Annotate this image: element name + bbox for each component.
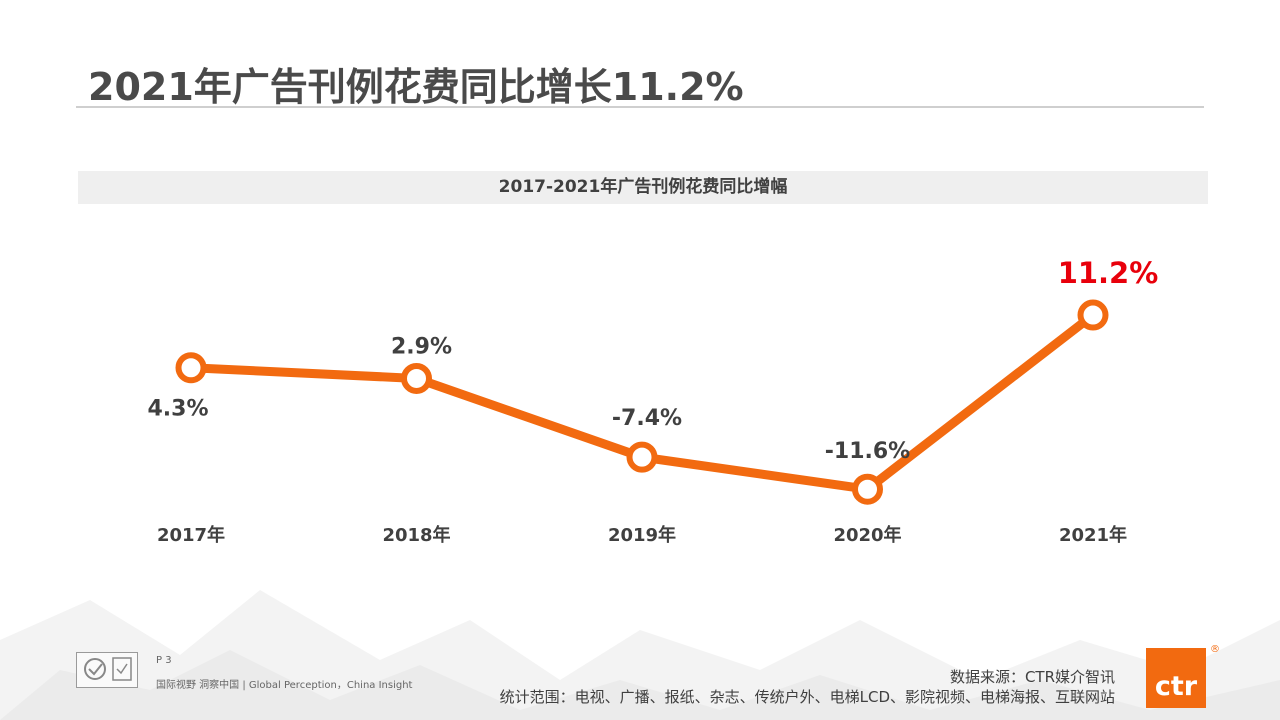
line-chart: 4.3% 2.9% -7.4% -11.6% 11.2% 2017年 2018年 2019年 2… — [147, 256, 1159, 546]
data-label: -7.4% — [612, 406, 682, 431]
background-decoration — [0, 590, 1280, 720]
data-point — [852, 473, 883, 505]
slogan: 国际视野 洞察中国 | Global Perception，China Insi… — [156, 680, 413, 691]
page-number: P 3 — [156, 655, 172, 666]
data-point — [626, 441, 658, 473]
data-point — [1077, 299, 1109, 331]
x-tick-label: 2021年 — [1059, 524, 1127, 546]
data-label: -11.6% — [825, 439, 910, 464]
data-label: 2.9% — [391, 334, 452, 359]
x-tick-label: 2017年 — [157, 524, 225, 546]
x-tick-label: 2019年 — [608, 524, 676, 546]
x-tick-label: 2020年 — [833, 524, 901, 546]
registered-mark: ® — [1210, 644, 1220, 655]
brand-text: ctr — [1154, 671, 1198, 702]
page-title: 2021年广告刊例花费同比增长11.2% — [88, 65, 744, 109]
data-label: 11.2% — [1058, 256, 1159, 290]
data-point — [401, 362, 432, 394]
x-tick-label: 2018年 — [382, 524, 450, 546]
ctr-logo-icon: ctr — [1146, 648, 1206, 708]
data-point — [175, 352, 207, 384]
title-divider — [76, 106, 1204, 108]
chart-title: 2017-2021年广告刊例花费同比增幅 — [78, 171, 1208, 204]
statistics-scope: 统计范围：电视、广播、报纸、杂志、传统户外、电梯LCD、影院视频、电梯海报、互联… — [499, 688, 1115, 706]
certification-badge-icon — [76, 652, 138, 688]
data-source: 数据来源：CTR媒介智讯 — [949, 668, 1115, 686]
data-label: 4.3% — [147, 397, 208, 422]
